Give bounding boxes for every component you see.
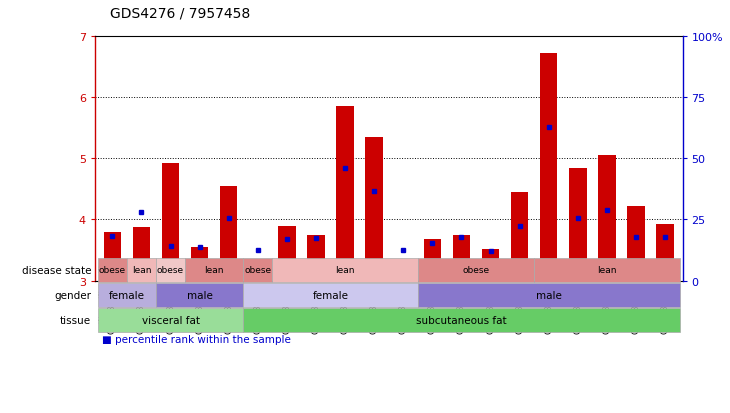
Bar [307, 235, 325, 281]
Text: visceral fat: visceral fat [142, 316, 199, 325]
Bar [162, 164, 180, 281]
Text: male: male [187, 290, 212, 300]
Bar [394, 264, 412, 281]
Text: disease state: disease state [22, 265, 91, 275]
Text: lean: lean [204, 266, 224, 275]
Text: obese: obese [99, 266, 126, 275]
Bar [511, 192, 529, 281]
Bar [278, 226, 296, 281]
Bar [627, 206, 645, 281]
Text: tissue: tissue [60, 316, 91, 325]
Text: obese: obese [245, 266, 272, 275]
Bar [249, 266, 266, 281]
Bar [366, 138, 383, 281]
Text: gender: gender [54, 290, 91, 300]
Text: female: female [109, 290, 145, 300]
Bar [540, 54, 558, 281]
Bar [220, 186, 237, 281]
Bar [337, 107, 354, 281]
Text: obese: obese [462, 266, 490, 275]
Bar [423, 240, 441, 281]
Text: male: male [536, 290, 561, 300]
Bar [453, 235, 470, 281]
Bar [191, 247, 208, 281]
Bar [598, 156, 615, 281]
Text: lean: lean [131, 266, 151, 275]
Bar [482, 249, 499, 281]
Text: female: female [312, 290, 348, 300]
Text: lean: lean [597, 266, 617, 275]
Text: GDS4276 / 7957458: GDS4276 / 7957458 [110, 7, 250, 21]
Text: lean: lean [335, 266, 355, 275]
Bar [133, 227, 150, 281]
Text: ■ transformed count: ■ transformed count [102, 318, 212, 328]
Bar [569, 168, 586, 281]
Bar [656, 225, 674, 281]
Text: subcutaneous fat: subcutaneous fat [416, 316, 507, 325]
Text: obese: obese [157, 266, 184, 275]
Bar [104, 232, 121, 281]
Text: ■ percentile rank within the sample: ■ percentile rank within the sample [102, 334, 291, 344]
